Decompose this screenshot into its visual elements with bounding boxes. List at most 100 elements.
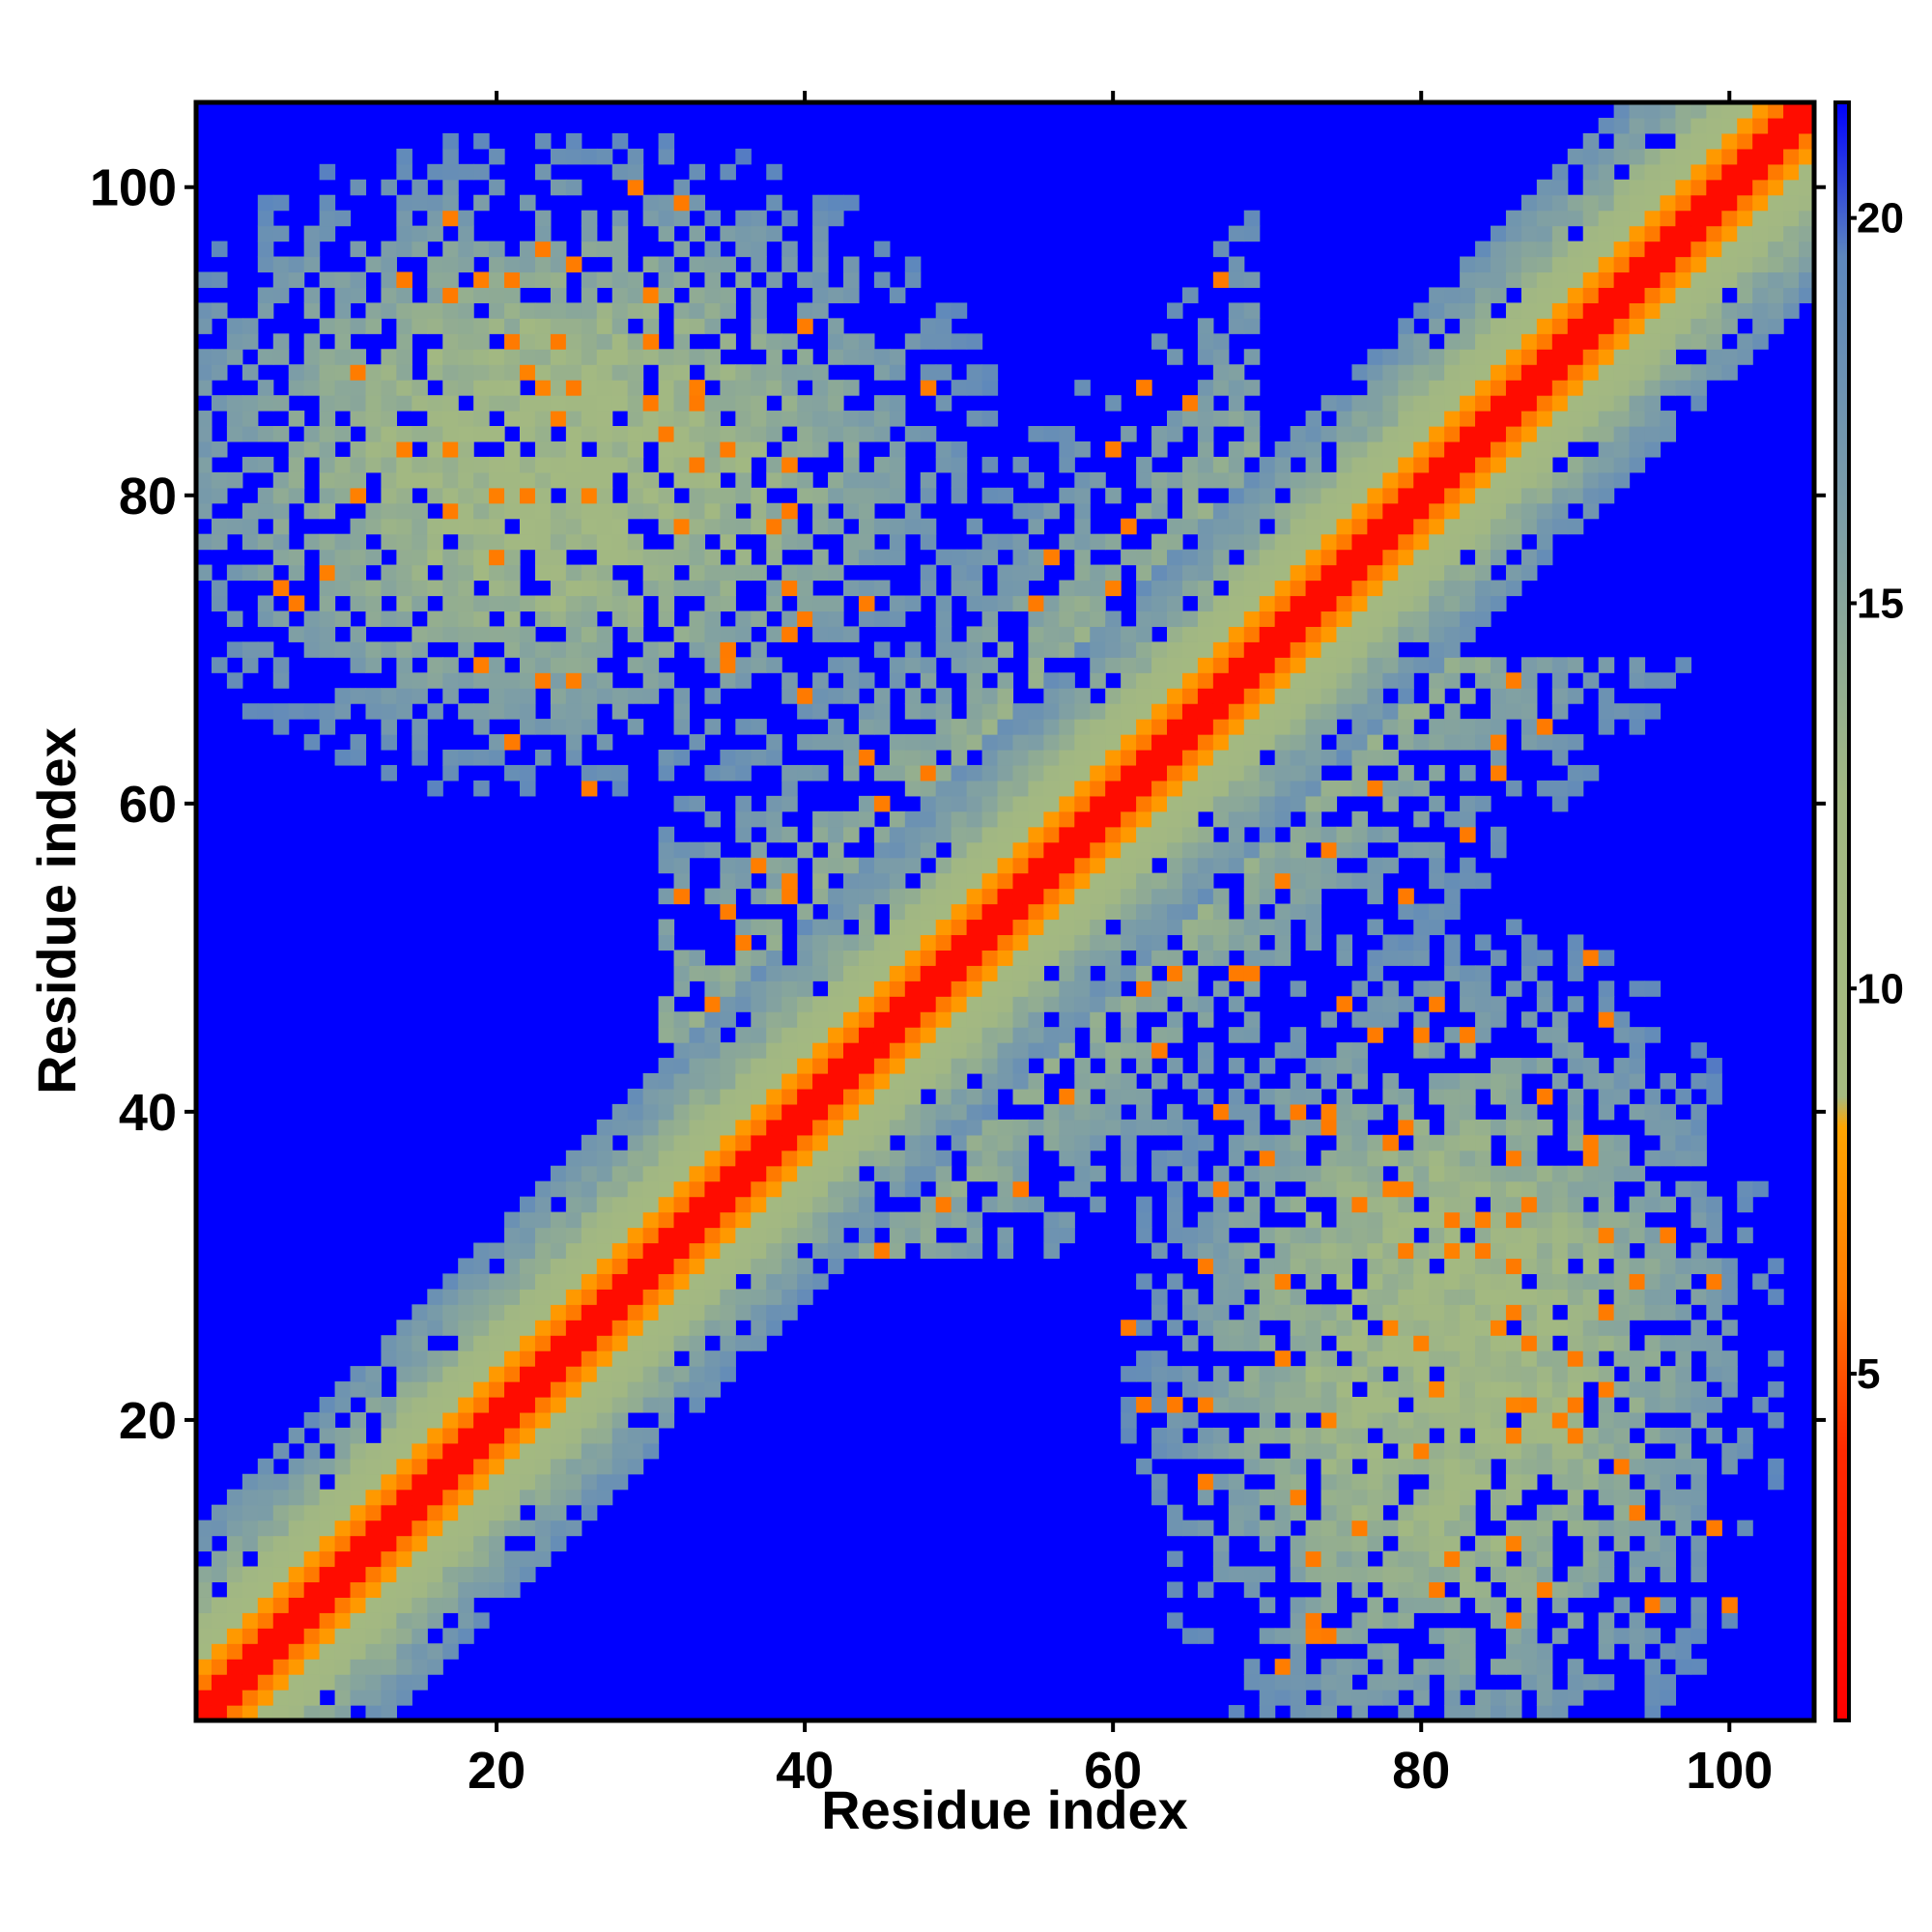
heatmap-cell [1074,795,1091,812]
heatmap-cell [412,225,428,242]
heatmap-cell [1551,1473,1569,1491]
heatmap-cell [1105,857,1122,874]
heatmap-cell [1567,487,1584,504]
heatmap-cell [935,318,952,334]
heatmap-cell [904,641,922,658]
heatmap-cell [889,965,906,981]
heatmap-cell [1197,857,1214,874]
heatmap-cell [689,1258,706,1274]
heatmap-cell [1429,564,1445,582]
heatmap-cell [1151,1381,1168,1398]
heatmap-cell [458,1504,474,1521]
heatmap-cell [920,471,937,489]
heatmap-cell [581,1165,598,1182]
heatmap-cell [1398,1103,1414,1121]
heatmap-cell [1259,719,1276,735]
heatmap-cell [1491,1690,1507,1706]
heatmap-cell [658,1211,675,1229]
heatmap-cell [226,349,243,365]
heatmap-cell [473,1581,490,1598]
heatmap-cell [843,271,860,289]
heatmap-cell [1551,333,1569,350]
heatmap-cell [1398,1242,1414,1260]
heatmap-cell [1274,780,1292,797]
heatmap-cell [1644,194,1662,212]
heatmap-cell [1413,611,1430,627]
heatmap-cell [720,1350,736,1367]
heatmap-cell [1167,719,1183,735]
heatmap-cell [1012,903,1030,921]
heatmap-cell [565,1458,582,1475]
heatmap-cell [1243,349,1261,365]
heatmap-cell [1212,657,1230,673]
heatmap-cell [1228,734,1245,751]
heatmap-cell [1212,764,1230,781]
heatmap-cell [966,810,983,828]
heatmap-cell [751,1088,767,1105]
heatmap-cell [1028,826,1044,843]
heatmap-cell [781,888,798,905]
heatmap-cell [935,1042,952,1059]
heatmap-cell [1491,256,1507,273]
heatmap-cell [951,780,968,797]
heatmap-cell [1582,210,1600,227]
heatmap-cell [396,364,412,381]
heatmap-cell [920,872,937,890]
heatmap-cell [1491,1227,1507,1244]
heatmap-cell [458,672,474,689]
heatmap-cell [1243,302,1261,319]
heatmap-cell [1460,333,1476,350]
heatmap-cell [704,1242,721,1260]
heatmap-cell [550,518,567,535]
heatmap-cell [920,380,937,396]
heatmap-cell [904,810,922,828]
heatmap-cell [1398,1566,1414,1583]
heatmap-cell [1059,533,1075,551]
heatmap-cell [981,841,999,859]
heatmap-cell [242,1674,259,1690]
heatmap-cell [1274,564,1292,582]
heatmap-cell [735,750,752,766]
heatmap-cell [1398,1320,1414,1336]
heatmap-cell [797,996,813,1012]
heatmap-cell [981,1103,999,1121]
heatmap-cell [735,764,752,781]
heatmap-cell [1243,1196,1261,1213]
heatmap-cell [334,1612,352,1629]
heatmap-cell [458,1411,474,1429]
heatmap-cell [920,950,937,966]
heatmap-cell [303,1566,321,1583]
heatmap-cell [689,1273,706,1290]
heatmap-cell [981,549,999,566]
heatmap-cell [658,225,675,242]
heatmap-cell [1259,1304,1276,1321]
heatmap-cell [1290,1643,1307,1660]
heatmap-cell [442,1628,459,1644]
heatmap-cell [1090,950,1106,966]
heatmap-cell [766,549,782,566]
heatmap-cell [1012,1134,1030,1151]
heatmap-cell [935,641,952,658]
heatmap-cell [611,688,629,704]
heatmap-cell [1598,1165,1615,1182]
heatmap-cell [1259,734,1276,751]
heatmap-cell [1105,580,1122,597]
heatmap-cell [458,1304,474,1321]
heatmap-cell [1644,1690,1662,1706]
heatmap-cell [1520,719,1538,735]
heatmap-cell [1197,349,1214,365]
heatmap-cell [951,1211,968,1229]
heatmap-cell [1197,672,1214,689]
heatmap-cell [1491,1427,1507,1444]
heatmap-cell [334,1427,352,1444]
heatmap-cell [1505,1227,1522,1244]
heatmap-cell [1243,1566,1261,1583]
heatmap-cell [350,364,367,381]
heatmap-cell [704,487,721,504]
heatmap-cell [534,1504,552,1521]
heatmap-cell [1243,965,1261,981]
heatmap-cell [1243,1427,1261,1444]
heatmap-cell [427,1381,443,1398]
heatmap-cell [1351,1442,1368,1460]
heatmap-cell [350,440,367,458]
